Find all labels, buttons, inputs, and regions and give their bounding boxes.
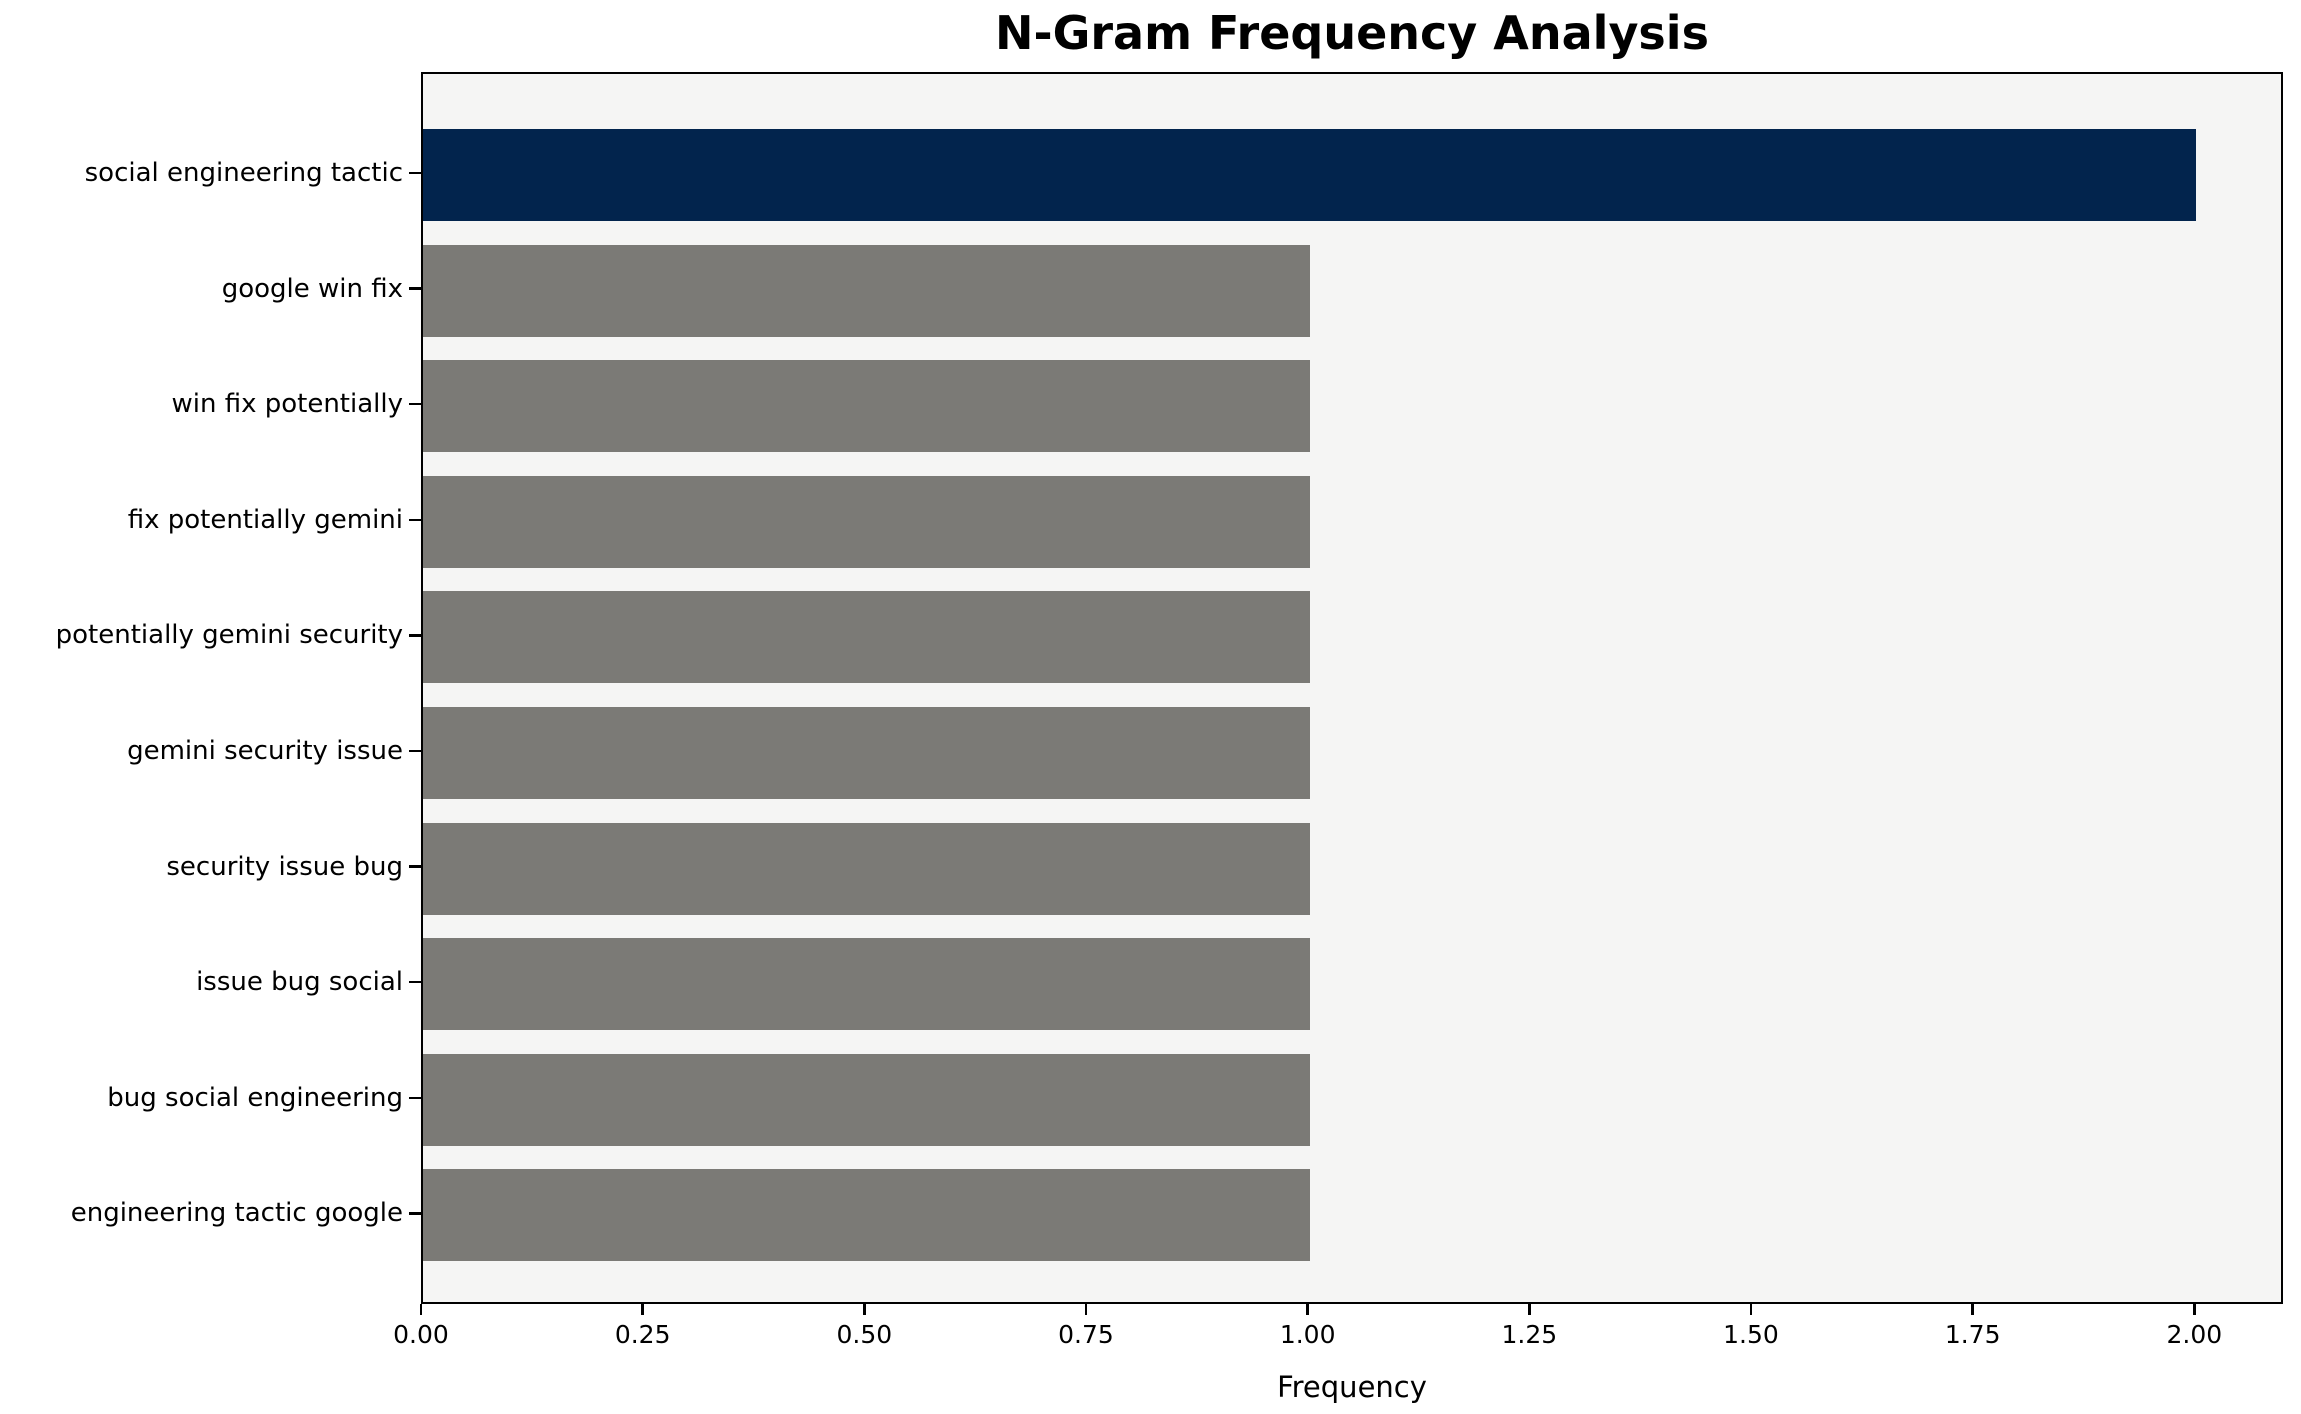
- bar: [423, 707, 1310, 799]
- y-tick-mark: [409, 634, 421, 637]
- x-tick-label: 0.00: [393, 1320, 449, 1349]
- y-tick-mark: [409, 865, 421, 868]
- bar: [423, 938, 1310, 1031]
- y-tick-mark: [409, 1096, 421, 1100]
- y-tick-label: potentially gemini security: [55, 620, 403, 651]
- x-tick-label: 1.00: [1279, 1320, 1336, 1349]
- x-tick-mark: [1306, 1304, 1309, 1315]
- bars-layer: [423, 74, 2281, 1302]
- y-tick-mark: [409, 402, 421, 406]
- x-tick-mark: [1084, 1304, 1088, 1315]
- y-tick-mark: [409, 980, 421, 984]
- bar: [423, 591, 1310, 684]
- bar: [423, 1053, 1310, 1146]
- y-tick-label: google win fix: [221, 273, 403, 304]
- y-tick-label: gemini security issue: [127, 736, 403, 766]
- y-tick-mark: [409, 749, 421, 753]
- plot-area: [421, 72, 2283, 1304]
- chart-title: N-Gram Frequency Analysis: [995, 6, 1709, 60]
- y-tick-label: fix potentially gemini: [127, 504, 403, 535]
- x-tick-mark: [863, 1304, 866, 1315]
- y-tick-label: win fix potentially: [171, 389, 403, 420]
- y-tick-label: issue bug social: [196, 967, 403, 998]
- x-axis-title: Frequency: [1277, 1370, 1427, 1404]
- bar: [423, 360, 1310, 453]
- y-tick-mark: [409, 171, 421, 175]
- x-tick-mark: [1749, 1304, 1753, 1315]
- x-tick-label: 1.75: [1944, 1320, 2001, 1349]
- x-tick-label: 1.50: [1723, 1320, 1779, 1349]
- bar: [423, 822, 1310, 915]
- x-tick-label: 2.00: [2166, 1320, 2223, 1349]
- x-tick-label: 1.25: [1501, 1320, 1558, 1349]
- bar: [423, 475, 1310, 568]
- bar: [423, 129, 2197, 221]
- x-tick-mark: [1528, 1304, 1531, 1315]
- bar: [423, 1169, 1310, 1262]
- x-tick-mark: [419, 1304, 423, 1315]
- x-tick-mark: [2193, 1304, 2196, 1315]
- y-tick-label: bug social engineering: [107, 1082, 403, 1113]
- x-tick-mark: [641, 1304, 644, 1315]
- bar: [423, 244, 1310, 337]
- y-tick-mark: [409, 1212, 421, 1215]
- x-tick-label: 0.25: [614, 1320, 671, 1349]
- y-tick-mark: [409, 518, 421, 522]
- x-tick-mark: [1971, 1304, 1974, 1315]
- x-tick-label: 0.50: [836, 1320, 893, 1349]
- y-tick-label: engineering tactic google: [70, 1198, 403, 1229]
- y-tick-label: social engineering tactic: [84, 158, 403, 188]
- y-tick-mark: [409, 287, 421, 290]
- x-tick-label: 0.75: [1058, 1320, 1114, 1349]
- y-tick-label: security issue bug: [166, 851, 403, 882]
